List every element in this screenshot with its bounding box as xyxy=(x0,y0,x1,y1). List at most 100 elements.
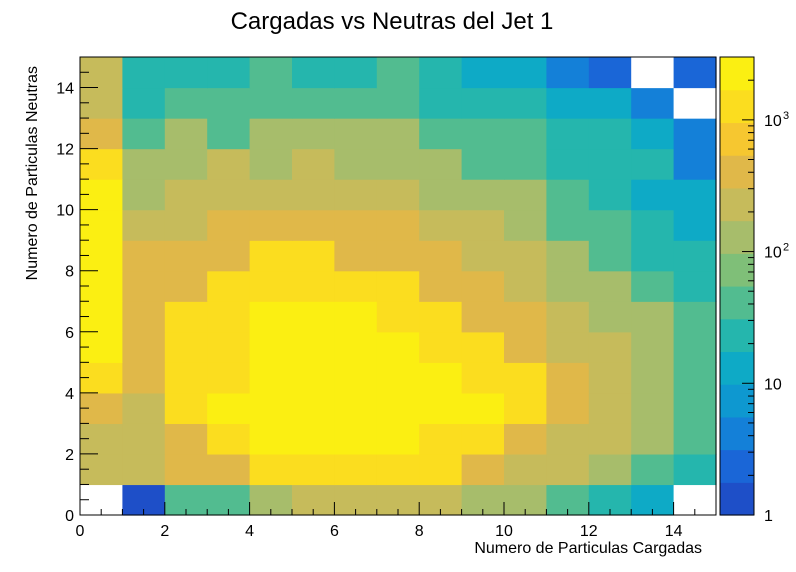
heatmap-cell xyxy=(122,179,166,211)
heatmap-cell xyxy=(673,209,717,241)
heatmap-cell xyxy=(588,118,632,150)
heatmap-cell xyxy=(249,87,293,119)
heatmap-cell xyxy=(673,118,717,150)
heatmap-cell xyxy=(164,270,208,302)
heatmap-cell xyxy=(673,301,717,333)
heatmap-cell xyxy=(376,118,420,150)
heatmap-cell xyxy=(122,209,166,241)
heatmap-cell xyxy=(164,118,208,150)
heatmap-cell xyxy=(207,270,251,302)
x-tick-label: 14 xyxy=(665,523,683,540)
heatmap-cell xyxy=(292,301,335,333)
heatmap-cell xyxy=(249,118,293,150)
heatmap-cell xyxy=(334,362,378,394)
heatmap-cell xyxy=(631,453,675,486)
heatmap-cell xyxy=(292,240,335,272)
heatmap-cell xyxy=(292,362,335,394)
heatmap-cell xyxy=(673,423,717,455)
heatmap-cell xyxy=(461,57,505,89)
colorbar-segment xyxy=(720,449,754,483)
heatmap-cell xyxy=(376,57,420,89)
heatmap-cell xyxy=(588,57,632,89)
heatmap-cell xyxy=(164,331,208,363)
heatmap-cell xyxy=(546,362,590,394)
heatmap-cell xyxy=(419,179,463,211)
colorbar-segment xyxy=(720,122,754,156)
heatmap-cell xyxy=(249,362,293,394)
heatmap-cell xyxy=(376,179,420,211)
heatmap-cell xyxy=(588,453,632,486)
heatmap-cell xyxy=(419,87,463,119)
heatmap-cell xyxy=(207,453,251,486)
heatmap-cell xyxy=(588,87,632,119)
heatmap-cell xyxy=(292,87,335,119)
heatmap-cell xyxy=(588,301,632,333)
heatmap-cell xyxy=(504,57,547,89)
heatmap-cell xyxy=(419,57,463,89)
heatmap-cell xyxy=(334,57,378,89)
heatmap-cell xyxy=(504,148,547,180)
x-tick-label: 6 xyxy=(330,523,339,540)
heatmap-cell xyxy=(249,209,293,241)
heatmap-cell xyxy=(207,57,251,89)
heatmap-cell xyxy=(419,423,463,455)
y-tick-label: 6 xyxy=(65,325,74,342)
heatmap-cell xyxy=(376,392,420,424)
heatmap-cell xyxy=(376,453,420,486)
colorbar-tick-label: 10 xyxy=(764,113,782,130)
heatmap-cell xyxy=(461,453,505,486)
heatmap-cell xyxy=(461,148,505,180)
heatmap-cell xyxy=(546,301,590,333)
heatmap-cell xyxy=(122,148,166,180)
heatmap-cell xyxy=(122,240,166,272)
heatmap-cell xyxy=(122,392,166,424)
heatmap-cell xyxy=(376,148,420,180)
heatmap-cells xyxy=(80,57,717,516)
heatmap-cell xyxy=(207,87,251,119)
heatmap-cell xyxy=(164,301,208,333)
heatmap-cell xyxy=(546,453,590,486)
heatmap-cell xyxy=(588,240,632,272)
heatmap-cell xyxy=(376,87,420,119)
heatmap-cell xyxy=(588,270,632,302)
heatmap-cell xyxy=(588,179,632,211)
heatmap-cell xyxy=(122,87,166,119)
heatmap-cell xyxy=(334,209,378,241)
heatmap-cell xyxy=(249,423,293,455)
heatmap-cell xyxy=(419,331,463,363)
heatmap-cell xyxy=(376,423,420,455)
heatmap-cell xyxy=(419,240,463,272)
heatmap-cell xyxy=(461,392,505,424)
heatmap-cell xyxy=(673,362,717,394)
heatmap-cell xyxy=(419,453,463,486)
heatmap-cell xyxy=(376,362,420,394)
heatmap-cell xyxy=(673,270,717,302)
x-tick-label: 10 xyxy=(495,523,513,540)
heatmap-cell xyxy=(249,392,293,424)
heatmap-cell xyxy=(461,240,505,272)
heatmap-cell xyxy=(207,423,251,455)
heatmap-cell xyxy=(249,148,293,180)
heatmap-cell xyxy=(546,118,590,150)
heatmap-cell xyxy=(588,209,632,241)
heatmap-cell xyxy=(631,148,675,180)
heatmap-cell xyxy=(207,118,251,150)
heatmap-cell xyxy=(164,148,208,180)
heatmap-cell xyxy=(334,392,378,424)
heatmap-cell xyxy=(334,148,378,180)
y-tick-label: 8 xyxy=(65,264,74,281)
heatmap-cell xyxy=(631,301,675,333)
heatmap-cell xyxy=(631,240,675,272)
heatmap-cell xyxy=(164,209,208,241)
heatmap-cell xyxy=(334,453,378,486)
heatmap-cell xyxy=(292,453,335,486)
colorbar-frame xyxy=(719,56,755,516)
y-axis-label: Numero de Particulas Neutras xyxy=(24,66,41,280)
y-tick-label: 4 xyxy=(65,386,74,403)
x-axis-label: Numero de Particulas Cargadas xyxy=(474,540,702,557)
heatmap-cell xyxy=(461,209,505,241)
heatmap-cell xyxy=(292,118,335,150)
heatmap-cell xyxy=(419,362,463,394)
